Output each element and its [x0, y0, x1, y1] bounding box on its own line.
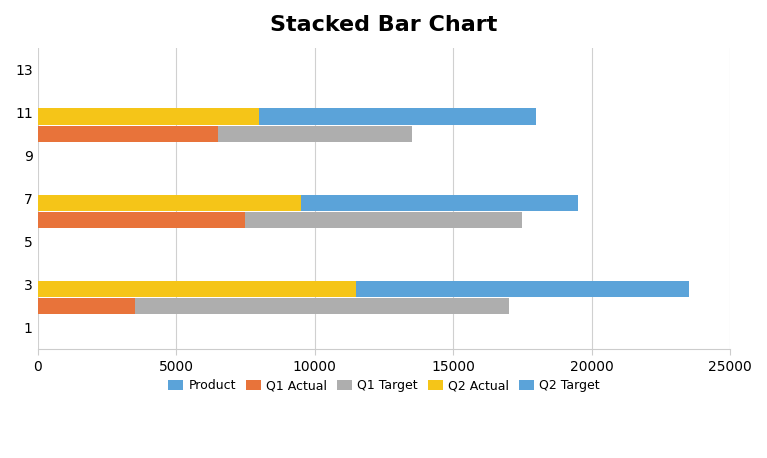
Legend: Product, Q1 Actual, Q1 Target, Q2 Actual, Q2 Target: Product, Q1 Actual, Q1 Target, Q2 Actual… [163, 374, 604, 397]
Title: Stacked Bar Chart: Stacked Bar Chart [270, 15, 498, 35]
Bar [356, 281, 689, 297]
Bar [245, 212, 522, 228]
Bar [301, 195, 578, 211]
Bar [38, 126, 218, 142]
Bar [38, 281, 356, 297]
Bar [38, 195, 301, 211]
Bar [218, 126, 412, 142]
Bar [38, 298, 134, 314]
Bar [259, 109, 536, 125]
Bar [38, 109, 259, 125]
Bar [38, 212, 245, 228]
Bar [134, 298, 509, 314]
